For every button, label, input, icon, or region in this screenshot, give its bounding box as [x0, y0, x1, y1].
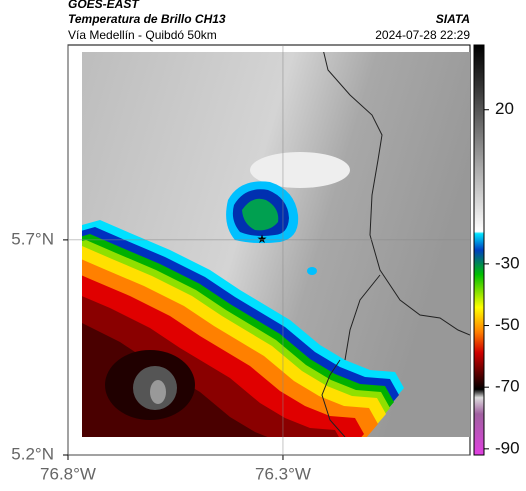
cell — [242, 198, 279, 231]
colorbar-tick-label: -90 — [495, 438, 520, 457]
colorbar — [473, 44, 485, 456]
x-tick-label: 76.8°W — [40, 464, 96, 483]
colorbar-tick-label: -50 — [495, 315, 520, 334]
caption: Vía Medellín - Quibdó 50km — [68, 28, 217, 42]
colorbar-tick-label: -70 — [495, 377, 520, 396]
y-tick-label: 5.2°N — [11, 444, 54, 463]
title: GOES-EAST — [68, 0, 140, 11]
subtitle: Temperatura de Brillo CH13 — [68, 12, 226, 26]
cold-core — [150, 380, 166, 404]
header: GOES-EAST Temperatura de Brillo CH13 SIA… — [68, 0, 470, 42]
border — [344, 274, 381, 361]
x-tick-label: 76.3°W — [255, 464, 311, 483]
cell — [307, 267, 317, 275]
colorbar-tick-label: -30 — [495, 253, 520, 272]
colorbar-tick-label: 20 — [495, 99, 514, 118]
source: SIATA — [436, 12, 470, 26]
y-tick-label: 5.7°N — [11, 229, 54, 248]
border — [321, 359, 346, 437]
satellite-image — [82, 52, 470, 437]
border — [323, 52, 470, 336]
timestamp: 2024-07-28 22:29 — [375, 28, 470, 42]
marker-star: ★ — [257, 232, 268, 246]
bright-cloud — [250, 152, 350, 188]
